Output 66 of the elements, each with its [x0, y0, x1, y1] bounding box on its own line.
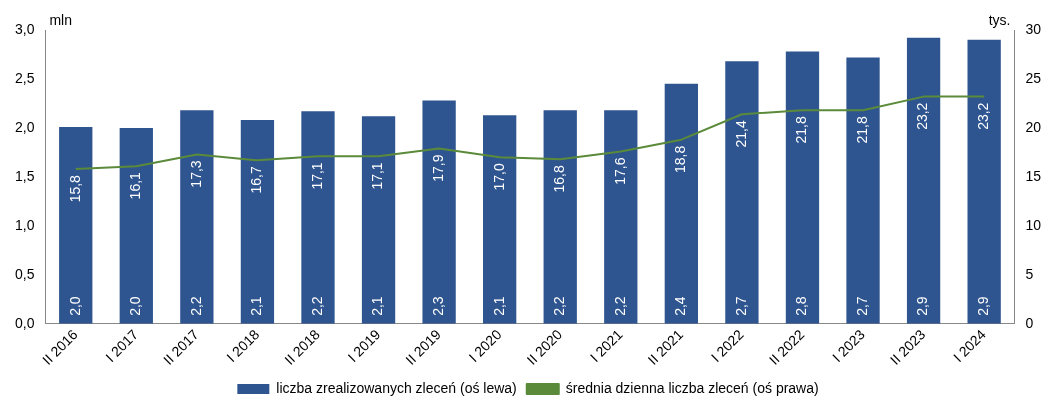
- y-tick-label: 3,0: [14, 20, 35, 37]
- y2-tick-label: 10: [1025, 216, 1042, 233]
- y-tick-label: 1,5: [14, 167, 35, 184]
- legend-label: liczba zrealizowanych zleceń (oś lewa): [276, 379, 517, 396]
- data-label: 2,8: [793, 296, 810, 316]
- data-label: 23,2: [975, 102, 992, 130]
- data-label: 2,2: [187, 296, 204, 316]
- data-label: 21,8: [793, 116, 810, 144]
- data-label: 23,2: [914, 102, 931, 130]
- data-label: 17,1: [369, 162, 386, 190]
- y-tick-label: 0,0: [14, 314, 35, 331]
- y2-tick-label: 20: [1025, 118, 1042, 135]
- legend-label: średnia dzienna liczba zleceń (oś prawa): [565, 379, 819, 396]
- y-axis-title: mln: [49, 11, 73, 28]
- bar: [543, 110, 577, 324]
- bar: [785, 51, 820, 324]
- data-label: 2,0: [127, 296, 144, 316]
- data-label: 2,9: [914, 296, 931, 316]
- y2-tick-label: 30: [1025, 20, 1042, 37]
- bar: [301, 111, 335, 324]
- bar: [483, 115, 517, 324]
- data-label: 2,0: [66, 296, 83, 316]
- y2-axis-title: tys.: [988, 11, 1011, 28]
- bar: [361, 116, 396, 324]
- bar: [422, 100, 456, 324]
- data-label: 2,7: [732, 296, 749, 316]
- data-label: 16,8: [551, 165, 568, 193]
- y2-tick-label: 5: [1025, 265, 1034, 282]
- data-label: 2,9: [975, 296, 992, 316]
- data-label: 2,2: [308, 296, 325, 316]
- data-label: 16,7: [248, 166, 265, 194]
- y-tick-label: 1,0: [14, 216, 35, 233]
- y2-tick-label: 25: [1025, 69, 1042, 86]
- bar: [604, 110, 638, 324]
- bar: [906, 37, 941, 324]
- data-label: 2,1: [369, 296, 386, 316]
- data-label: 2,2: [551, 296, 568, 316]
- data-label: 2,7: [853, 296, 870, 316]
- data-label: 17,6: [611, 157, 628, 185]
- data-label: 2,2: [611, 296, 628, 316]
- y-tick-label: 0,5: [14, 265, 35, 282]
- data-label: 21,8: [853, 116, 870, 144]
- data-label: 17,1: [308, 162, 325, 190]
- data-label: 2,1: [490, 296, 507, 316]
- data-label: 16,1: [127, 171, 144, 200]
- data-label: 2,3: [429, 296, 446, 316]
- y2-tick-label: 0: [1025, 314, 1034, 331]
- data-label: 17,9: [429, 154, 446, 182]
- data-label: 17,0: [490, 163, 507, 191]
- data-label: 18,8: [672, 145, 689, 173]
- bar: [725, 61, 759, 324]
- bar: [240, 120, 275, 324]
- bar: [664, 83, 698, 324]
- bar: [59, 126, 93, 324]
- y-tick-label: 2,0: [14, 118, 35, 135]
- bar: [846, 57, 880, 324]
- bar: [967, 39, 1001, 324]
- bar: [119, 127, 153, 324]
- data-label: 21,4: [732, 120, 749, 148]
- data-label: 2,4: [672, 296, 689, 316]
- data-label: 15,8: [66, 174, 83, 203]
- y-tick-label: 2,5: [14, 69, 35, 86]
- y2-tick-label: 15: [1025, 167, 1042, 184]
- data-label: 17,3: [187, 160, 204, 188]
- bar: [180, 110, 214, 324]
- data-label: 2,1: [248, 296, 265, 316]
